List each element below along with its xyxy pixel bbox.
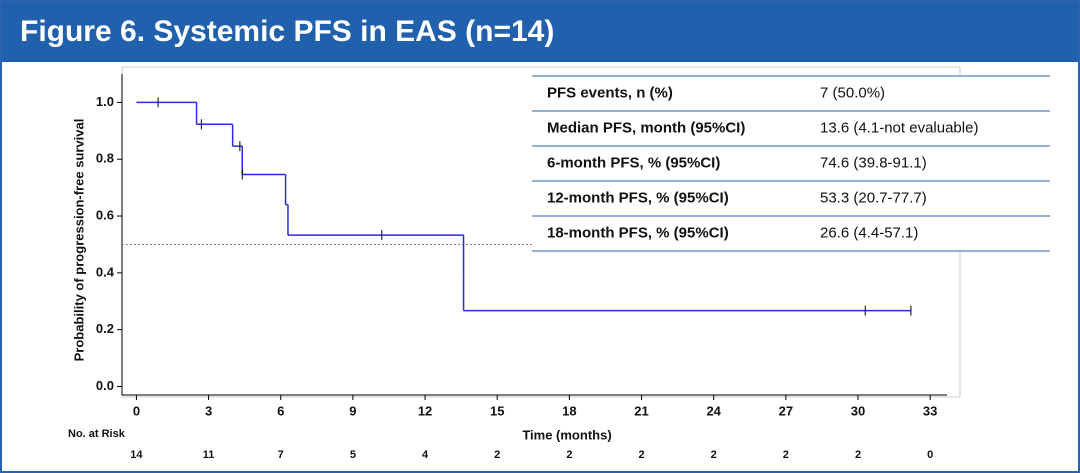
x-tick-label: 24 (706, 403, 721, 418)
x-tick-label: 6 (277, 403, 284, 418)
row-label: 12-month PFS, % (95%CI) (547, 189, 729, 206)
risk-label: No. at Risk (68, 428, 126, 440)
risk-count: 11 (203, 449, 215, 461)
x-tick-label: 33 (923, 403, 937, 418)
header: Figure 6. Systemic PFS in EAS (n=14) (2, 2, 1078, 62)
risk-count: 2 (638, 449, 644, 461)
row-value: 53.3 (20.7-77.7) (820, 189, 927, 206)
risk-count: 2 (783, 449, 789, 461)
x-tick-label: 3 (205, 403, 212, 418)
y-tick-label: 0.2 (96, 321, 114, 336)
row-label: PFS events, n (%) (547, 84, 673, 101)
x-tick-label: 21 (634, 403, 648, 418)
risk-count: 0 (927, 449, 933, 461)
y-tick-label: 0.4 (96, 264, 115, 279)
x-tick-label: 15 (490, 403, 504, 418)
x-tick-label: 30 (851, 403, 865, 418)
risk-count: 7 (278, 449, 284, 461)
risk-count: 5 (350, 449, 356, 461)
y-tick-label: 0.0 (96, 378, 114, 393)
row-label: Median PFS, month (95%CI) (547, 119, 745, 136)
table-bg (532, 76, 1050, 251)
row-value: 7 (50.0%) (820, 84, 885, 101)
risk-count: 2 (711, 449, 717, 461)
row-label: 18-month PFS, % (95%CI) (547, 224, 729, 241)
risk-count: 2 (566, 449, 572, 461)
row-value: 13.6 (4.1-not evaluable) (820, 119, 978, 136)
y-axis-label: Probability of progression-free survival (71, 119, 86, 362)
y-tick-label: 0.6 (96, 207, 114, 222)
x-tick-label: 12 (418, 403, 432, 418)
y-tick-label: 0.8 (96, 151, 114, 166)
x-tick-label: 27 (779, 403, 793, 418)
row-label: 6-month PFS, % (95%CI) (547, 154, 720, 171)
row-value: 26.6 (4.4-57.1) (820, 224, 918, 241)
title: Figure 6. Systemic PFS in EAS (n=14) (20, 15, 555, 48)
x-tick-label: 0 (133, 403, 140, 418)
risk-count: 2 (855, 449, 861, 461)
risk-count: 14 (130, 449, 143, 461)
risk-count: 4 (422, 449, 429, 461)
x-tick-label: 9 (349, 403, 356, 418)
risk-count: 2 (494, 449, 500, 461)
y-tick-label: 1.0 (96, 94, 114, 109)
row-value: 74.6 (39.8-91.1) (820, 154, 927, 171)
x-axis-label: Time (months) (522, 427, 611, 442)
x-tick-label: 18 (562, 403, 576, 418)
